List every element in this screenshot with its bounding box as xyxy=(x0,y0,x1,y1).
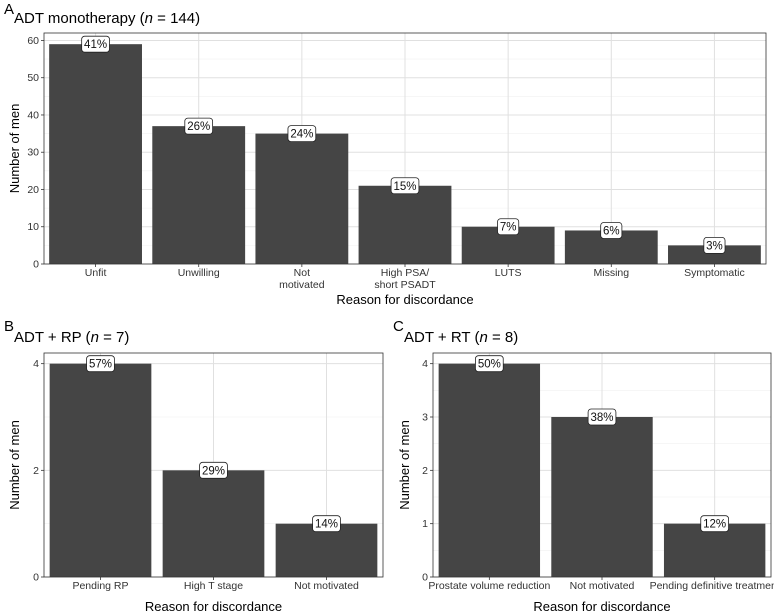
bar xyxy=(358,185,452,264)
y-axis-label: Number of men xyxy=(7,420,22,510)
y-tick-label: 40 xyxy=(27,109,39,121)
x-tick-label: Unfit xyxy=(85,267,107,279)
bar xyxy=(152,126,246,264)
data-label-box xyxy=(81,35,110,53)
data-label: 29% xyxy=(202,465,225,477)
y-tick-label: 20 xyxy=(27,184,39,196)
title-n: n xyxy=(91,329,99,346)
bar xyxy=(49,44,142,265)
x-axis-label: Reason for discordance xyxy=(533,599,670,614)
x-tick-label: Symptomatic xyxy=(684,267,745,279)
y-tick-label: 3 xyxy=(422,412,428,424)
bar xyxy=(162,470,265,577)
data-label-box xyxy=(287,125,317,142)
data-label-box xyxy=(703,236,726,254)
x-tick-label: Pending RP xyxy=(72,580,128,592)
y-tick-label: 1 xyxy=(422,518,428,530)
x-tick-label: Unwilling xyxy=(178,267,220,279)
x-tick-label: Pending definitive treatment xyxy=(650,580,774,592)
bar xyxy=(49,363,152,577)
x-tick-label: Missing xyxy=(593,267,629,279)
title-part: = 144) xyxy=(153,10,200,27)
x-tick-label: High PSA/ xyxy=(381,267,430,279)
bar xyxy=(551,417,653,577)
x-tick-label: Not xyxy=(294,267,310,279)
title-part: ADT + RP ( xyxy=(14,329,91,346)
panel-letter: C xyxy=(393,318,404,335)
data-label: 12% xyxy=(703,519,726,531)
data-label: 50% xyxy=(478,359,501,371)
data-label-box xyxy=(497,218,520,236)
data-label-box xyxy=(600,222,623,239)
data-label: 15% xyxy=(393,181,416,193)
title-part: = 7) xyxy=(99,329,129,346)
y-tick-label: 4 xyxy=(33,358,39,370)
data-label-box xyxy=(475,355,504,373)
title-part: ADT + RT ( xyxy=(404,329,479,346)
data-label-box xyxy=(184,117,214,135)
chart-title: ADT monotherapy (n = 144) xyxy=(14,10,200,27)
y-tick-label: 30 xyxy=(27,147,39,159)
y-axis-label: Number of men xyxy=(397,420,412,510)
data-label: 3% xyxy=(706,240,723,252)
x-tick-label: High T stage xyxy=(184,580,243,592)
title-part: = 8) xyxy=(488,329,518,346)
y-tick-label: 60 xyxy=(27,35,39,47)
title-part: ADT monotherapy ( xyxy=(14,10,145,27)
bar xyxy=(663,523,766,577)
data-label-box xyxy=(390,177,420,195)
x-tick-label: LUTS xyxy=(495,267,522,279)
title-n: n xyxy=(145,10,153,27)
y-axis-label: Number of men xyxy=(7,104,22,194)
bar xyxy=(275,523,378,577)
data-label-box xyxy=(700,515,729,533)
y-tick-label: 2 xyxy=(33,465,39,477)
data-label: 38% xyxy=(590,412,613,424)
y-tick-label: 10 xyxy=(27,221,39,233)
bar xyxy=(438,363,541,577)
panel-letter: A xyxy=(4,1,14,18)
data-label: 24% xyxy=(290,129,313,141)
data-label: 6% xyxy=(603,225,620,237)
bar xyxy=(255,133,349,264)
y-tick-label: 50 xyxy=(27,72,39,84)
bar xyxy=(668,245,761,264)
x-tick-label: Not motivated xyxy=(294,580,359,592)
data-label-box xyxy=(312,515,341,533)
y-tick-label: 4 xyxy=(422,358,428,370)
y-tick-label: 0 xyxy=(33,259,39,271)
data-label: 14% xyxy=(315,519,338,531)
x-tick-label: Prostate volume reduction xyxy=(428,580,550,592)
data-label: 57% xyxy=(89,359,112,371)
x-axis-label: Reason for discordance xyxy=(336,292,473,307)
x-tick-label: Not motivated xyxy=(570,580,635,592)
y-tick-label: 0 xyxy=(33,572,39,584)
data-label-box xyxy=(199,461,228,479)
y-tick-label: 2 xyxy=(422,465,428,477)
x-tick-label: motivated xyxy=(279,279,325,291)
data-label-box xyxy=(86,355,115,373)
data-label: 41% xyxy=(84,39,107,51)
data-label-box xyxy=(587,408,617,426)
x-tick-label: short PSADT xyxy=(374,279,436,291)
data-label: 26% xyxy=(187,121,210,133)
y-tick-label: 0 xyxy=(422,572,428,584)
title-n: n xyxy=(479,329,487,346)
x-axis-label: Reason for discordance xyxy=(145,599,282,614)
data-label: 7% xyxy=(500,222,517,234)
chart-title: ADT + RP (n = 7) xyxy=(14,329,129,346)
panel-letter: B xyxy=(4,318,14,335)
chart-title: ADT + RT (n = 8) xyxy=(404,329,518,346)
